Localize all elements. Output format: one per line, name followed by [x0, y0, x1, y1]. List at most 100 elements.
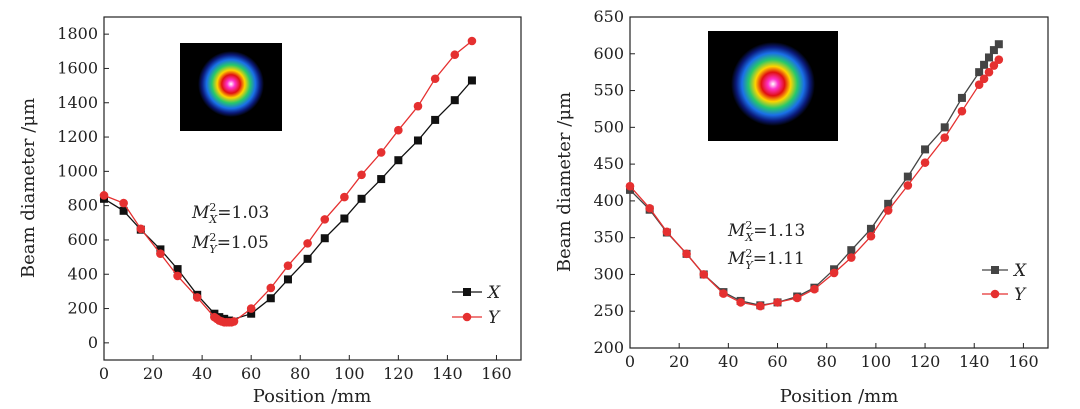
data-point-x	[340, 214, 349, 223]
x-tick-label: 60	[767, 352, 787, 371]
legend-label: X	[486, 283, 501, 303]
x-axis-label: Position /mm	[780, 386, 899, 407]
data-point-x	[431, 115, 440, 124]
data-point-y	[320, 215, 330, 224]
data-point-y	[119, 198, 128, 208]
data-point-y	[979, 74, 989, 84]
y-axis-ticks: 200 250 300 350 400 450 500 550 600 650	[593, 7, 635, 357]
data-point-x	[921, 145, 930, 154]
data-point-x	[357, 194, 366, 203]
y-tick-label: 250	[593, 301, 624, 320]
series-line-x	[103, 80, 473, 322]
annotation-sup: 2	[209, 201, 216, 214]
data-point-x	[247, 309, 256, 318]
data-point-y	[984, 67, 994, 77]
plot-frame	[103, 16, 522, 361]
legend-label: Y	[1014, 285, 1027, 305]
data-point-x	[866, 224, 875, 233]
data-point-y	[829, 268, 839, 278]
data-point-y	[994, 55, 1004, 64]
chart-right: 200 250 300 350 400 450 500 550 600 650 0 20 40 60 80…	[554, 7, 1049, 407]
y-tick-label: 550	[593, 81, 624, 100]
y-tick-label: 1400	[57, 93, 98, 112]
data-point-y	[736, 298, 745, 307]
y-tick-label: 300	[593, 264, 624, 283]
data-point-y	[903, 181, 913, 190]
data-point-x	[884, 199, 893, 208]
legend-marker-square	[991, 266, 999, 274]
data-point-y	[625, 181, 635, 191]
x-tick-label: 0	[625, 352, 635, 371]
legend-item-y: Y	[452, 308, 501, 328]
data-point-y	[682, 249, 691, 259]
data-point-x	[980, 60, 989, 69]
x-tick-label: 160	[481, 364, 512, 383]
data-point-x	[975, 68, 984, 77]
data-point-y	[99, 191, 109, 200]
x-tick-label: 60	[241, 364, 261, 383]
data-point-y	[699, 270, 709, 279]
x-tick-label: 140	[432, 364, 463, 383]
data-point-y	[846, 253, 856, 262]
legend: X Y	[452, 283, 501, 328]
y-tick-label: 450	[593, 154, 624, 173]
data-point-y	[645, 203, 654, 213]
data-point-y	[989, 61, 999, 70]
data-point-x	[450, 96, 459, 105]
legend-label: X	[1012, 261, 1027, 281]
beam-spot	[731, 42, 815, 126]
legend-marker-square	[463, 288, 471, 296]
data-point-x	[467, 76, 476, 85]
x-tick-label: 0	[99, 364, 109, 383]
data-point-y	[357, 170, 366, 180]
data-point-y	[192, 293, 202, 302]
data-point-y	[792, 293, 802, 303]
annotation-value: =1.03	[217, 203, 269, 223]
data-point-y	[467, 36, 477, 46]
annotation-main: M	[191, 233, 210, 253]
legend-marker-circle	[990, 289, 1000, 299]
data-point-y	[920, 158, 930, 167]
data-point-x	[413, 136, 422, 145]
annotation-value: =1.11	[753, 249, 805, 269]
y-tick-label: 400	[593, 191, 624, 210]
x-axis-label: Position /mm	[253, 386, 372, 407]
x-tick-label: 40	[718, 352, 738, 371]
x-tick-label: 20	[669, 352, 689, 371]
data-point-x	[984, 53, 993, 62]
y-tick-label: 600	[593, 44, 624, 63]
legend-item-x: X	[452, 283, 501, 303]
data-point-y	[376, 148, 386, 157]
x-tick-label: 100	[861, 352, 892, 371]
data-point-y	[340, 192, 349, 202]
series-layer	[625, 40, 1004, 311]
data-point-x	[173, 265, 182, 274]
data-point-y	[413, 101, 423, 111]
data-point-x	[320, 234, 329, 243]
annotation-sub: X	[208, 213, 218, 226]
annotation-value: =1.13	[753, 221, 805, 241]
data-point-y	[430, 74, 440, 84]
x-tick-label: 120	[910, 352, 941, 371]
data-point-x	[119, 206, 128, 215]
y-tick-label: 1800	[57, 24, 98, 43]
data-point-x	[266, 294, 275, 303]
data-point-y	[974, 80, 984, 89]
annotation-m2y: M2 Y=1.05	[191, 231, 269, 256]
data-point-y	[173, 271, 182, 281]
chart-left: 0 200 400 600 800 1000 1200 1400 1600 1800 0 20 40 6…	[18, 16, 522, 407]
annotation-value: =1.05	[217, 233, 269, 253]
legend-item-x: X	[982, 261, 1027, 281]
data-point-x	[940, 123, 949, 132]
annotation-sup: 2	[745, 247, 752, 260]
annotation-main: M	[191, 203, 210, 223]
annotation-sub: Y	[745, 259, 754, 272]
data-point-x	[989, 46, 998, 55]
y-tick-label: 1200	[57, 127, 98, 146]
y-tick-label: 350	[593, 228, 624, 247]
x-tick-label: 80	[817, 352, 837, 371]
y-axis-label: Beam diameter /μm	[18, 98, 39, 278]
x-tick-label: 100	[334, 364, 365, 383]
data-point-y	[719, 289, 728, 298]
data-point-x	[994, 40, 1003, 49]
